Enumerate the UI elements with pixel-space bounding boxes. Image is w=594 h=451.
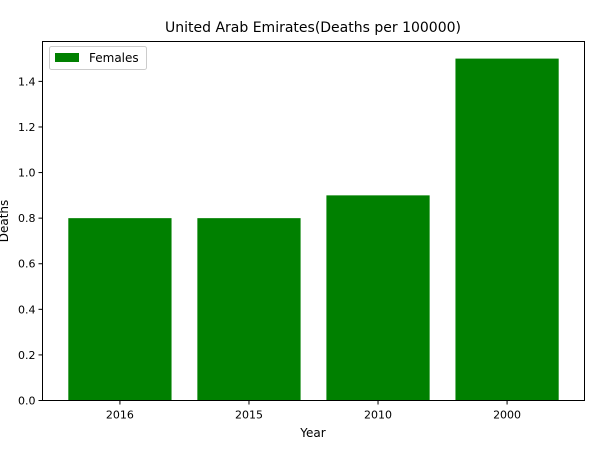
x-tick-label: 2000	[493, 409, 521, 422]
x-tick-label: 2015	[235, 409, 263, 422]
legend-swatch-females	[55, 53, 79, 62]
x-tick-label: 2016	[106, 409, 134, 422]
y-axis-ticks: 0.0 0.2 0.4 0.6 0.8 1.0 1.2 1.4	[18, 75, 43, 408]
y-tick-label: 0.0	[18, 395, 36, 408]
legend-frame	[49, 46, 147, 70]
y-tick-label: 1.0	[18, 167, 36, 180]
y-tick-label: 0.6	[18, 258, 36, 271]
y-tick-label: 1.4	[18, 75, 36, 88]
x-axis-ticks: 2016 2015 2010 2000	[106, 400, 521, 422]
y-tick-label: 0.2	[18, 349, 36, 362]
y-tick-label: 1.2	[18, 121, 36, 134]
y-axis-label: Deaths	[0, 200, 11, 243]
x-axis-label: Year	[299, 426, 325, 440]
bar-2010	[326, 195, 430, 401]
x-tick-label: 2010	[364, 409, 392, 422]
y-tick-label: 0.8	[18, 212, 36, 225]
chart-title: United Arab Emirates(Deaths per 100000)	[165, 20, 461, 36]
y-tick-label: 0.4	[18, 303, 36, 316]
bars-group	[68, 58, 559, 401]
bar-2016	[68, 218, 172, 401]
legend-label-females: Females	[89, 51, 139, 65]
bar-2015	[197, 218, 301, 401]
bar-2000	[455, 58, 559, 401]
legend: Females	[49, 46, 147, 70]
plot-frame	[42, 41, 585, 401]
